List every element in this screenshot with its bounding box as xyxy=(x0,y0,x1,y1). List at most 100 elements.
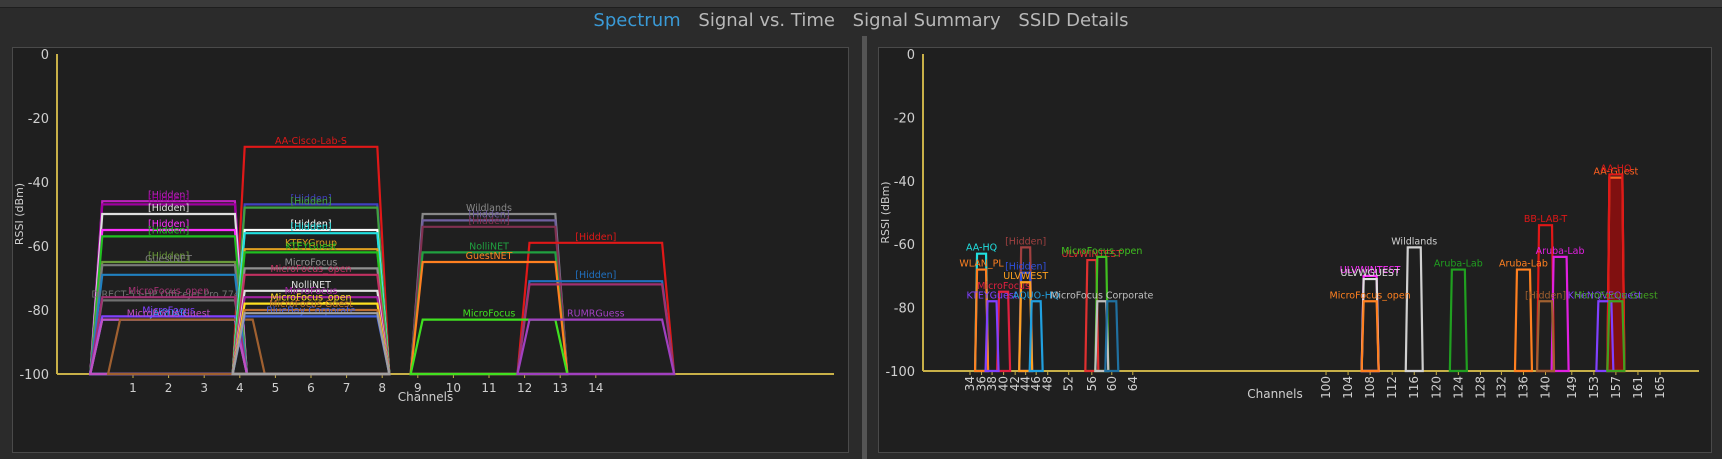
network-trace xyxy=(995,290,1012,373)
network-label: ULVWINTEST xyxy=(1061,249,1122,260)
network-trace xyxy=(1104,300,1120,373)
network-label: AA-Guest xyxy=(1594,167,1639,178)
network-label: Aruba-Lab xyxy=(1434,259,1483,270)
tab-ssid-details[interactable]: SSID Details xyxy=(1018,10,1129,31)
network-label: ULVWINTEST xyxy=(1340,265,1401,276)
tab-signal-summary[interactable]: Signal Summary xyxy=(852,10,1001,31)
spectrum-5ghz-chart: 0 -20 -40 -60 -80 -100 RSSI (dBm) Channels 34363… xyxy=(879,48,1699,401)
view-tabs: Spectrum Signal vs. Time Signal Summary … xyxy=(0,10,1722,31)
network-trace xyxy=(1535,300,1556,373)
x-tick-label: 44 xyxy=(1019,376,1033,391)
network-label: MicroFocus xyxy=(285,286,338,297)
x-axis-label: Channels xyxy=(398,390,454,404)
y-axis-label: RSSI (dBm) xyxy=(879,181,892,243)
network-label: [Hidden] xyxy=(290,197,331,208)
x-tick-label: 38 xyxy=(985,376,999,391)
x-tick-label: 116 xyxy=(1407,376,1421,399)
network-label: MicroFocus_open xyxy=(1061,246,1142,257)
y-tick-label: -80 xyxy=(894,302,915,317)
network-label: [Hidden] xyxy=(575,270,616,281)
network-label: [Hidden] xyxy=(290,193,331,204)
x-tick-label: 34 xyxy=(963,376,977,391)
network-trace xyxy=(231,315,391,376)
y-tick-label: -20 xyxy=(894,111,915,126)
network-trace xyxy=(106,318,267,376)
network-label: GuestNET xyxy=(145,254,192,265)
network-trace xyxy=(984,300,1000,373)
network-label: NolliNET xyxy=(291,280,331,291)
x-tick-label: 100 xyxy=(1319,376,1333,399)
network-trace xyxy=(1018,281,1034,373)
network-label: Wildlands xyxy=(1391,236,1437,247)
tab-signal-vs-time[interactable]: Signal vs. Time xyxy=(698,10,835,31)
network-label: AQUO-HQ xyxy=(1013,290,1060,301)
network-label: [Hidden] xyxy=(1005,262,1046,273)
x-tick-label: 104 xyxy=(1341,376,1355,399)
network-label: RUMRGuess xyxy=(567,309,625,320)
network-label: WLAN_PL xyxy=(959,259,1004,270)
network-label: Aruba-Lab xyxy=(1536,246,1585,257)
panel-splitter[interactable] xyxy=(862,36,867,459)
x-tick-label: 10 xyxy=(446,381,461,395)
network-trace xyxy=(409,318,569,376)
network-label: MicroFocus Corporate xyxy=(1050,290,1153,301)
network-label: MicroFocus_open xyxy=(128,286,209,297)
y-tick-label: -100 xyxy=(885,365,915,380)
network-label: MicroFocus Guest xyxy=(269,299,353,310)
x-tick-label: 120 xyxy=(1429,376,1443,399)
network-label: AA-HQ xyxy=(966,243,997,254)
x-tick-label: 5 xyxy=(272,381,280,395)
x-axis-label: Channels xyxy=(1247,387,1303,401)
x-tick-label: 157 xyxy=(1609,376,1623,399)
network-label: MicroFocus xyxy=(463,309,516,320)
tab-spectrum[interactable]: Spectrum xyxy=(593,10,681,31)
x-tick-label: 112 xyxy=(1385,376,1399,399)
network-label: BlueBay Corporate xyxy=(266,305,356,316)
network-label: KTEYGroup xyxy=(285,238,337,249)
network-trace xyxy=(1550,255,1570,373)
y-tick-label: -60 xyxy=(28,240,49,255)
y-tick-label: -60 xyxy=(894,238,915,253)
network-label: AA-HQ xyxy=(1600,163,1631,174)
network-label: ULVWGUEST xyxy=(1341,268,1400,279)
network-label: [Hidden] xyxy=(148,190,189,201)
network-label: [Hidden] xyxy=(290,222,331,233)
network-trace xyxy=(1360,300,1380,373)
x-tick-label: 14 xyxy=(588,381,603,395)
x-tick-label: 4 xyxy=(236,381,244,395)
x-tick-label: 46 xyxy=(1029,376,1043,391)
x-tick-label: 6 xyxy=(307,381,315,395)
network-label: [Hidden] xyxy=(1005,236,1046,247)
network-label: Wildlands xyxy=(466,203,512,214)
spectrum-24ghz-panel: 0 -20 -40 -60 -80 -100 RSSI (dBm) Channels 1 2 3 4 5… xyxy=(12,47,849,453)
network-trace xyxy=(516,283,676,376)
y-tick-label: 0 xyxy=(907,48,915,63)
network-label: NolliNET xyxy=(469,241,509,252)
network-trace xyxy=(516,280,676,376)
x-tick-label: 48 xyxy=(1041,376,1055,391)
network-label: [Hidden] xyxy=(468,209,509,220)
network-label: [Hidden] xyxy=(148,225,189,236)
network-label: BB-LAB-T xyxy=(1524,214,1568,225)
network-trace xyxy=(231,308,391,376)
x-tick-label: 56 xyxy=(1085,376,1099,391)
network-label: [Hidden] xyxy=(1525,290,1566,301)
x-tick-label: 12 xyxy=(517,381,532,395)
x-tick-label: 153 xyxy=(1587,376,1601,399)
network-trace xyxy=(1404,246,1424,373)
x-tick-label: 64 xyxy=(1126,376,1140,391)
network-label: JAGUAR xyxy=(149,309,187,320)
x-tick-label: 140 xyxy=(1539,376,1553,399)
network-trace xyxy=(231,312,391,376)
spectrum-5ghz-panel: 0 -20 -40 -60 -80 -100 RSSI (dBm) Channels 34 36 3… xyxy=(878,47,1712,453)
x-tick-label: 40 xyxy=(997,376,1011,391)
y-tick-label: -20 xyxy=(28,112,49,127)
network-trace xyxy=(516,318,676,376)
x-tick-label: 149 xyxy=(1565,376,1579,399)
x-tick-label: 7 xyxy=(343,381,351,395)
network-label: KHeNQVEQuest xyxy=(1568,290,1643,301)
y-tick-label: -40 xyxy=(28,176,49,191)
network-label: [Hidden] xyxy=(148,193,189,204)
network-trace xyxy=(1028,300,1044,373)
x-tick-label: 13 xyxy=(553,381,568,395)
